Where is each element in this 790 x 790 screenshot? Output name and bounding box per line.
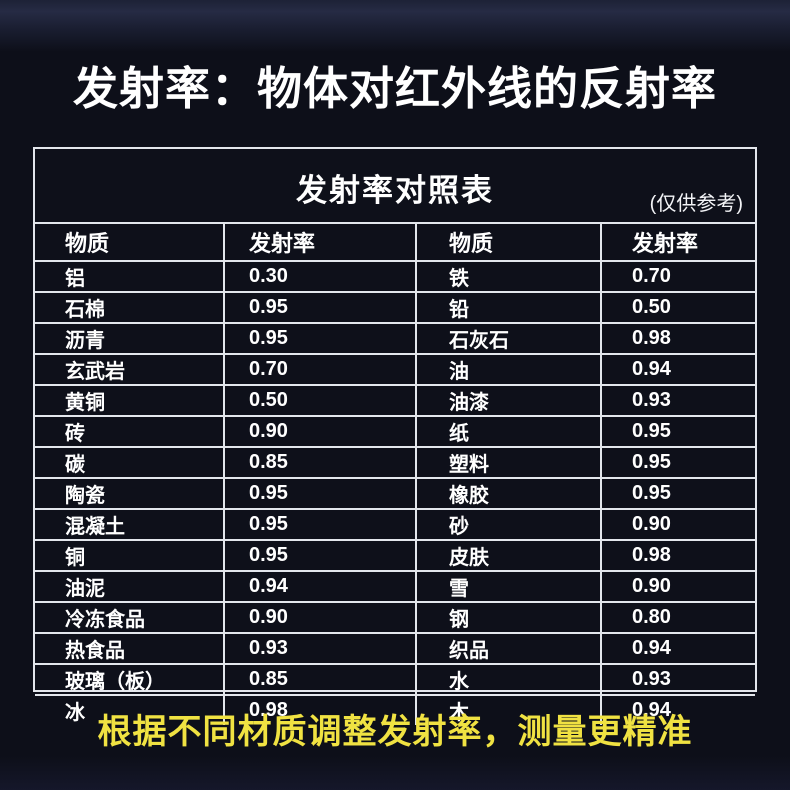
row-material-cell: 铝 xyxy=(65,268,85,290)
row-material-cell: 砖 xyxy=(65,423,85,445)
table-row: 铜 0.95 皮肤 0.98 xyxy=(35,541,755,572)
row-material-cell: 水 xyxy=(415,665,600,694)
row-value-cell: 0.94 xyxy=(600,696,755,725)
bottom-gradient xyxy=(0,756,790,790)
row-material-cell: 雪 xyxy=(415,572,600,601)
row-value-cell: 0.93 xyxy=(223,634,415,663)
row-material-cell: 砂 xyxy=(415,510,600,539)
row-material-cell: 陶瓷 xyxy=(65,485,105,507)
row-value-cell: 0.95 xyxy=(223,479,415,508)
row-value-cell: 0.95 xyxy=(600,448,755,477)
row-value-cell: 0.90 xyxy=(600,510,755,539)
table-row: 沥青 0.95 石灰石 0.98 xyxy=(35,324,755,355)
row-value-cell: 0.98 xyxy=(600,324,755,353)
row-material-cell: 冷冻食品 xyxy=(65,609,145,631)
row-value-cell: 0.98 xyxy=(600,541,755,570)
row-material-cell: 织品 xyxy=(415,634,600,663)
row-value-cell: 0.80 xyxy=(600,603,755,632)
row-value-cell: 0.94 xyxy=(600,355,755,384)
table-row: 热食品 0.93 织品 0.94 xyxy=(35,634,755,665)
table-reference-note: (仅供参考) xyxy=(649,193,743,215)
row-material-cell: 纸 xyxy=(415,417,600,446)
row-value-cell: 0.70 xyxy=(600,262,755,291)
row-value-cell: 0.85 xyxy=(223,665,415,694)
row-value-cell: 0.95 xyxy=(223,510,415,539)
row-value-cell: 0.95 xyxy=(223,324,415,353)
table-row: 玄武岩 0.70 油 0.94 xyxy=(35,355,755,386)
row-value-cell: 0.95 xyxy=(223,541,415,570)
footer-tagline: 根据不同材质调整发射率，测量更精准 xyxy=(97,713,693,751)
row-material-cell: 木 xyxy=(415,696,600,725)
row-material-cell: 石棉 xyxy=(65,299,105,321)
table-row: 混凝土 0.95 砂 0.90 xyxy=(35,510,755,541)
table-row: 玻璃（板） 0.85 水 0.93 xyxy=(35,665,755,696)
row-material-cell: 塑料 xyxy=(415,448,600,477)
row-value-cell: 0.93 xyxy=(600,386,755,415)
row-value-cell: 0.30 xyxy=(223,262,415,291)
row-value-cell: 0.95 xyxy=(223,293,415,322)
row-material-cell: 混凝土 xyxy=(65,516,125,538)
header-material-cell: 物质 xyxy=(65,231,110,256)
top-gradient-banner xyxy=(0,0,790,52)
emissivity-table: 发射率对照表 (仅供参考) 物质 发射率 物质 发射率 铝 0.30 铁 0.70 石棉 0.9… xyxy=(33,147,757,725)
row-value-cell: 0.90 xyxy=(600,572,755,601)
table-header-row: 物质 发射率 物质 发射率 xyxy=(35,224,755,262)
row-value-cell: 0.95 xyxy=(600,479,755,508)
row-material-cell: 石灰石 xyxy=(415,324,600,353)
row-value-cell: 0.90 xyxy=(223,603,415,632)
table-row: 黄铜 0.50 油漆 0.93 xyxy=(35,386,755,417)
row-material-cell: 橡胶 xyxy=(415,479,600,508)
table-body: 铝 0.30 铁 0.70 石棉 0.95 铅 0.50 沥青 0.95 石灰石 0.98 玄武岩 0.7… xyxy=(35,262,755,725)
row-material-cell: 玻璃（板） xyxy=(65,671,165,693)
row-value-cell: 0.94 xyxy=(223,572,415,601)
row-material-cell: 沥青 xyxy=(65,330,105,352)
table-row: 石棉 0.95 铅 0.50 xyxy=(35,293,755,324)
table-row: 铝 0.30 铁 0.70 xyxy=(35,262,755,293)
table-row: 油泥 0.94 雪 0.90 xyxy=(35,572,755,603)
row-value-cell: 0.94 xyxy=(600,634,755,663)
table-title-bar: 发射率对照表 (仅供参考) xyxy=(35,149,755,224)
row-material-cell: 玄武岩 xyxy=(65,361,125,383)
table-row: 冰 0.98 木 0.94 xyxy=(35,696,755,725)
header-material-cell: 物质 xyxy=(415,224,600,260)
row-material-cell: 铅 xyxy=(415,293,600,322)
table-row: 陶瓷 0.95 橡胶 0.95 xyxy=(35,479,755,510)
table-row: 冷冻食品 0.90 钢 0.80 xyxy=(35,603,755,634)
row-material-cell: 油漆 xyxy=(415,386,600,415)
row-value-cell: 0.70 xyxy=(223,355,415,384)
header-value-cell: 发射率 xyxy=(223,224,415,260)
row-material-cell: 热食品 xyxy=(65,640,125,662)
page-title: 发射率：物体对红外线的反射率 xyxy=(72,63,717,114)
row-value-cell: 0.90 xyxy=(223,417,415,446)
table-row: 砖 0.90 纸 0.95 xyxy=(35,417,755,448)
row-value-cell: 0.98 xyxy=(223,696,415,725)
table-title: 发射率对照表 xyxy=(296,173,494,208)
row-value-cell: 0.85 xyxy=(223,448,415,477)
row-material-cell: 黄铜 xyxy=(65,392,105,414)
row-value-cell: 0.93 xyxy=(600,665,755,694)
row-value-cell: 0.50 xyxy=(600,293,755,322)
row-material-cell: 钢 xyxy=(415,603,600,632)
header-value-cell: 发射率 xyxy=(600,224,755,260)
row-material-cell: 油 xyxy=(415,355,600,384)
row-value-cell: 0.95 xyxy=(600,417,755,446)
row-material-cell: 皮肤 xyxy=(415,541,600,570)
row-material-cell: 油泥 xyxy=(65,578,105,600)
row-material-cell: 铜 xyxy=(65,547,85,569)
row-value-cell: 0.50 xyxy=(223,386,415,415)
row-material-cell: 冰 xyxy=(65,702,85,724)
row-material-cell: 碳 xyxy=(65,454,85,476)
row-material-cell: 铁 xyxy=(415,262,600,291)
table-row: 碳 0.85 塑料 0.95 xyxy=(35,448,755,479)
